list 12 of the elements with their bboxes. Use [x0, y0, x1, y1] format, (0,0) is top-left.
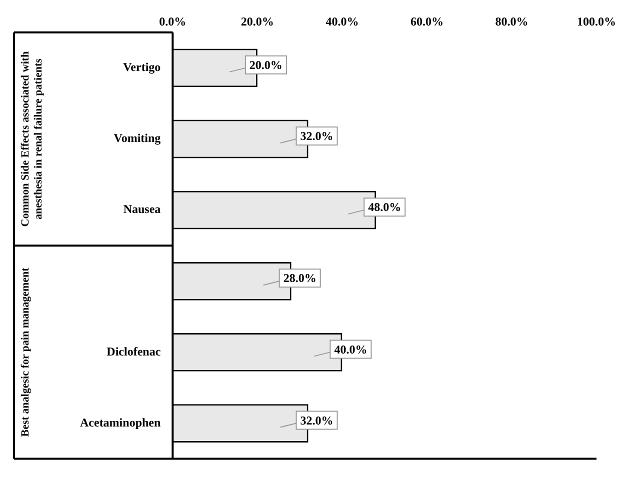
x-tick-label: 40.0%: [326, 14, 359, 28]
x-tick-label: 0.0%: [159, 14, 186, 28]
data-label: 32.0%: [300, 413, 334, 428]
x-tick-label: 60.0%: [410, 14, 444, 28]
data-label: 20.0%: [249, 58, 282, 72]
x-tick-label: 20.0%: [240, 14, 274, 28]
data-label: 32.0%: [300, 129, 334, 144]
x-tick-label: 100.0%: [577, 14, 616, 28]
x-tick-label: 80.0%: [495, 14, 528, 28]
data-label: 40.0%: [334, 342, 368, 356]
data-label: 48.0%: [368, 200, 402, 214]
data-label: 28.0%: [283, 271, 316, 286]
